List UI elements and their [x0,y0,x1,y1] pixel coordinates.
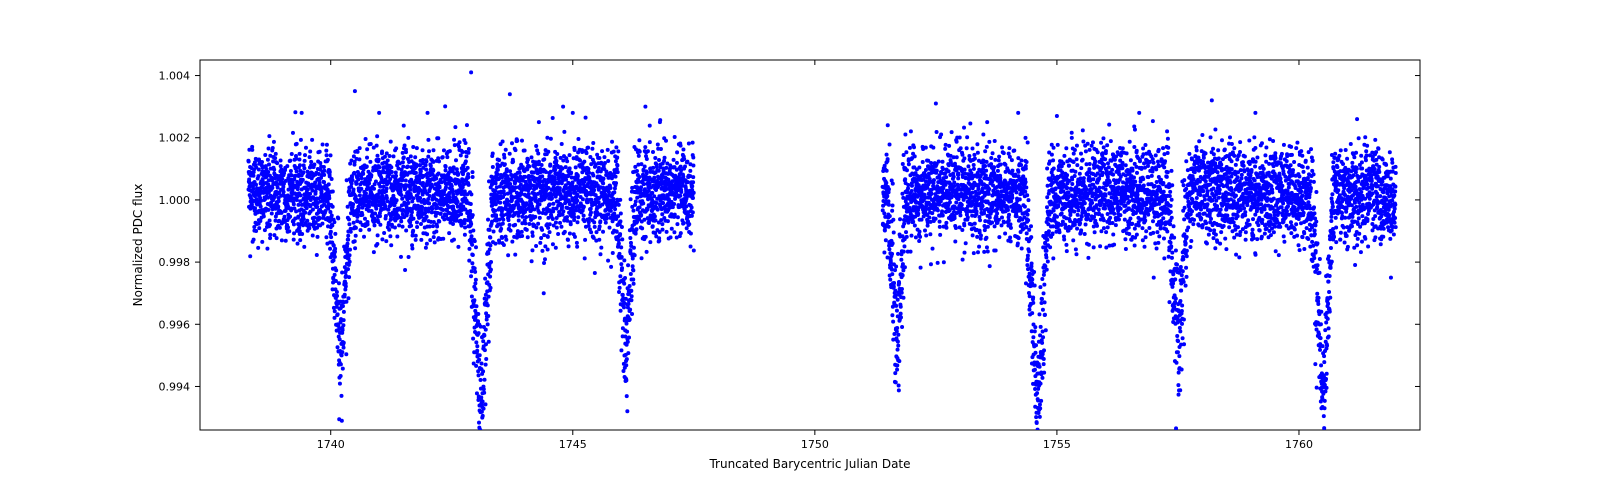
x-tick-label: 1760 [1285,438,1313,451]
chart-svg: 1740 1745 1750 1755 1760 0.994 0.996 0.998 1.000… [0,0,1600,500]
y-axis-label: Normalized PDC flux [131,184,145,307]
y-tick-label: 0.996 [159,318,191,331]
y-tick-label: 1.004 [159,70,191,83]
x-tick-label: 1755 [1043,438,1071,451]
lightcurve-chart: 1740 1745 1750 1755 1760 0.994 0.996 0.998 1.000… [0,0,1600,500]
y-tick-label: 0.994 [159,380,191,393]
x-tick-label: 1745 [559,438,587,451]
x-axis-label: Truncated Barycentric Julian Date [708,457,910,471]
y-tick-label: 0.998 [159,256,191,269]
x-tick-label: 1740 [317,438,345,451]
y-tick-label: 1.002 [159,132,191,145]
y-tick-label: 1.000 [159,194,191,207]
x-tick-label: 1750 [801,438,829,451]
